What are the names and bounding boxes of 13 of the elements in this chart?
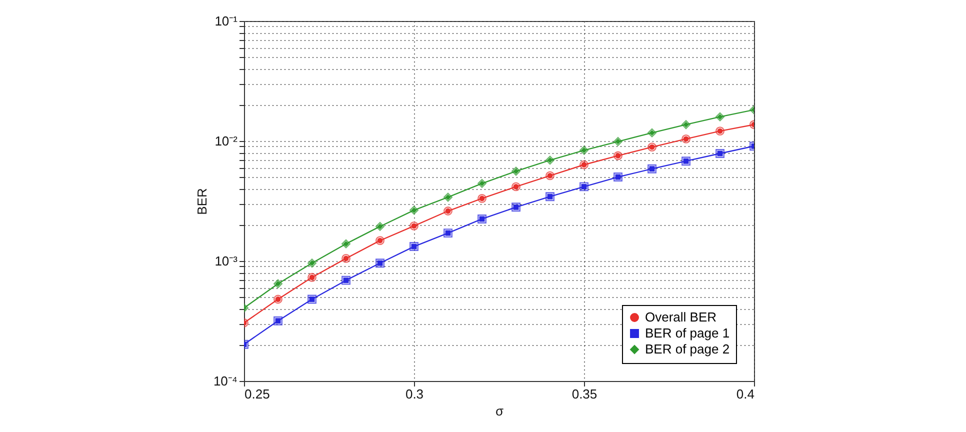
legend-label: BER of page 2 (645, 342, 730, 356)
x-tick-label: 0.35 (572, 386, 598, 402)
y-tick-label: 10⁻⁴ (213, 374, 238, 388)
x-tick-label: 0.4 (736, 386, 754, 402)
x-axis-title: σ (495, 404, 504, 418)
legend-label: Overall BER (645, 310, 717, 324)
x-tick-label: 0.3 (405, 386, 424, 402)
y-tick-label: 10⁻³ (214, 254, 238, 268)
y-tick-label: 10⁻¹ (214, 14, 238, 28)
y-axis-title: BER (194, 188, 210, 215)
legend-label: BER of page 1 (645, 326, 730, 340)
x-tick-label: 0.25 (244, 386, 270, 402)
y-tick-label: 10⁻² (214, 134, 238, 148)
